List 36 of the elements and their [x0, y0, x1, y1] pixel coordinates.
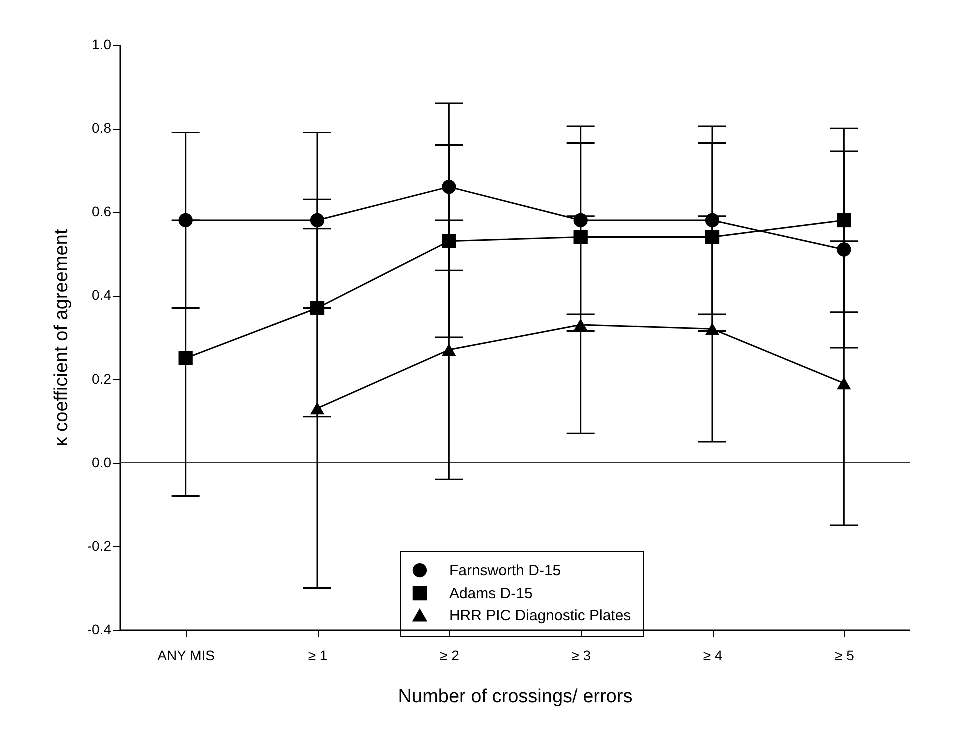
x-tick-label: ≥ 4 [703, 648, 723, 664]
y-tick-label: 0.8 [92, 120, 112, 136]
x-tick-label: ANY MIS [158, 648, 215, 664]
point [442, 180, 456, 194]
legend-label: Farnsworth D-15 [449, 562, 562, 580]
x-axis-title: Number of crossings/ errors [398, 686, 633, 708]
x-tick-label: ≥ 1 [308, 648, 328, 664]
y-axis-title: κ coefficient of agreement [51, 228, 72, 447]
y-tick-label: 0.4 [92, 287, 112, 304]
y-tick-label: 1.0 [92, 36, 112, 52]
x-tick-label: ≥ 3 [572, 648, 592, 664]
point [310, 213, 325, 228]
point [705, 213, 720, 228]
point [837, 213, 852, 228]
point [442, 234, 456, 248]
y-tick-label: 0.2 [92, 370, 112, 387]
point [837, 242, 852, 257]
point [837, 377, 852, 390]
y-tick-label: -0.4 [87, 622, 112, 638]
x-tick-label: ≥ 5 [834, 648, 855, 664]
legend-label: HRR PIC Diagnostic Plates [449, 608, 632, 625]
point [178, 213, 193, 228]
y-tick-label: 0.0 [92, 454, 112, 470]
point [574, 230, 588, 244]
point [705, 323, 720, 336]
y-tick-label: 0.6 [92, 204, 112, 220]
point [310, 301, 325, 316]
point [442, 344, 456, 356]
point [705, 230, 720, 244]
x-tick-label: ≥ 2 [440, 648, 460, 664]
point [178, 351, 193, 366]
point [310, 402, 325, 415]
legend-label: Adams D-15 [449, 586, 533, 603]
point [574, 213, 588, 228]
point [574, 318, 588, 332]
y-tick-label: -0.2 [87, 538, 112, 554]
